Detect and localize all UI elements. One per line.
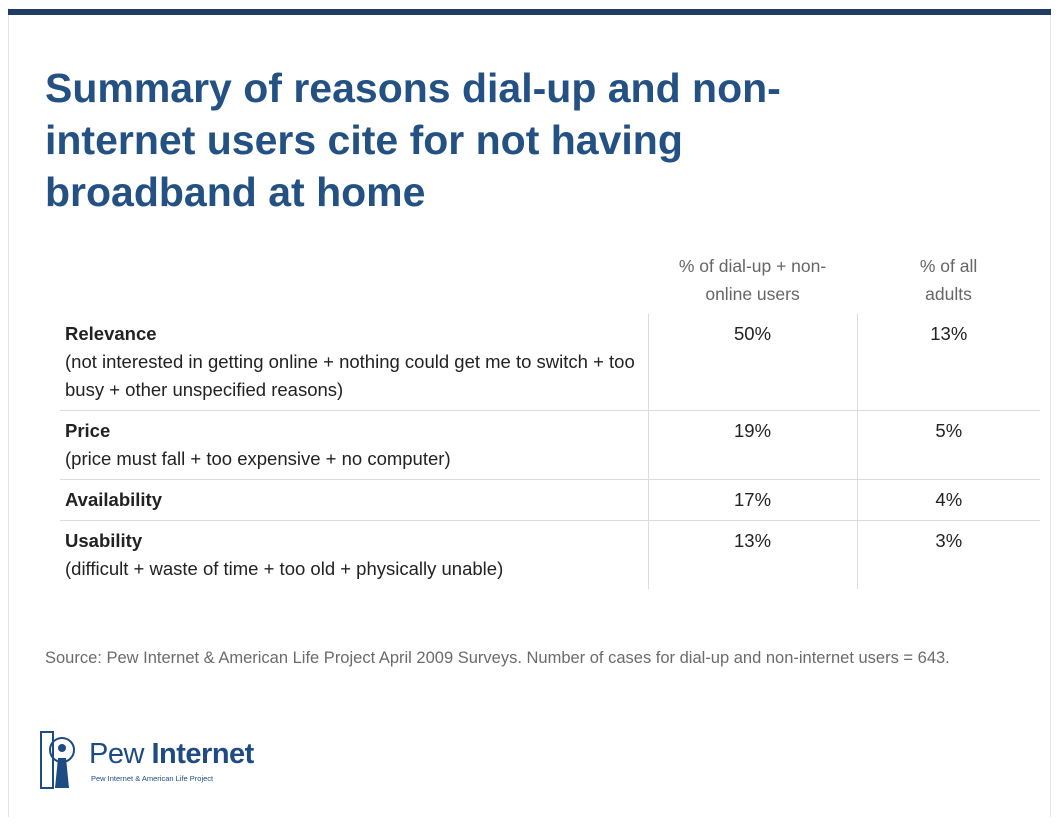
logo: Pew Internet Pew Internet & American Lif… <box>38 728 278 792</box>
row-description: (difficult + waste of time + too old + p… <box>65 558 504 579</box>
summary-table: % of dial-up + non-online users % of all… <box>60 252 1040 589</box>
slide-title: Summary of reasons dial-up and non-inter… <box>45 65 781 215</box>
header-row: % of dial-up + non-online users % of all… <box>60 252 1040 314</box>
value-cell: 5% <box>856 410 1040 480</box>
value-cell: 3% <box>856 520 1040 589</box>
logo-name-bold: Internet <box>151 738 254 770</box>
row-label-cell: Relevance (not interested in getting onli… <box>60 314 648 411</box>
header-empty <box>60 252 648 314</box>
table-row: Usability (difficult + waste of time + to… <box>60 520 1040 589</box>
table-row: Availability 17% 4% <box>60 479 1040 521</box>
row-description: (not interested in getting online + noth… <box>65 351 635 400</box>
logo-icon <box>40 731 75 789</box>
source-note: Source: Pew Internet & American Life Pro… <box>45 649 950 667</box>
top-bar <box>8 9 1051 15</box>
row-label-cell: Availability <box>60 479 648 521</box>
value-cell: 4% <box>856 479 1040 521</box>
row-label: Relevance <box>65 323 157 344</box>
column-header-text: % of all adults <box>919 256 978 304</box>
row-label: Usability <box>65 530 143 551</box>
row-label-cell: Usability (difficult + waste of time + to… <box>60 520 648 589</box>
column-header: % of all adults <box>857 252 1040 314</box>
value-cell: 13% <box>856 314 1040 411</box>
value-cell: 17% <box>647 479 858 521</box>
row-label: Availability <box>65 489 162 510</box>
value-cell: 13% <box>647 520 858 589</box>
logo-tagline: Pew Internet & American Life Project <box>91 774 214 783</box>
column-header-text: % of dial-up + non-online users <box>678 256 827 304</box>
table-row: Price (price must fall + too expensive + … <box>60 410 1040 480</box>
row-label: Price <box>65 420 111 441</box>
value-cell: 19% <box>647 410 858 480</box>
column-header: % of dial-up + non-online users <box>648 252 857 314</box>
logo-name: Pew Internet <box>89 738 254 771</box>
row-label-cell: Price (price must fall + too expensive + … <box>60 410 648 480</box>
value-cell: 50% <box>647 314 858 411</box>
logo-name-light: Pew <box>89 738 144 770</box>
slide-frame <box>8 8 1051 817</box>
table-row: Relevance (not interested in getting onli… <box>60 314 1040 411</box>
row-description: (price must fall + too expensive + no co… <box>65 448 451 469</box>
table-body: Relevance (not interested in getting onli… <box>60 314 1040 589</box>
